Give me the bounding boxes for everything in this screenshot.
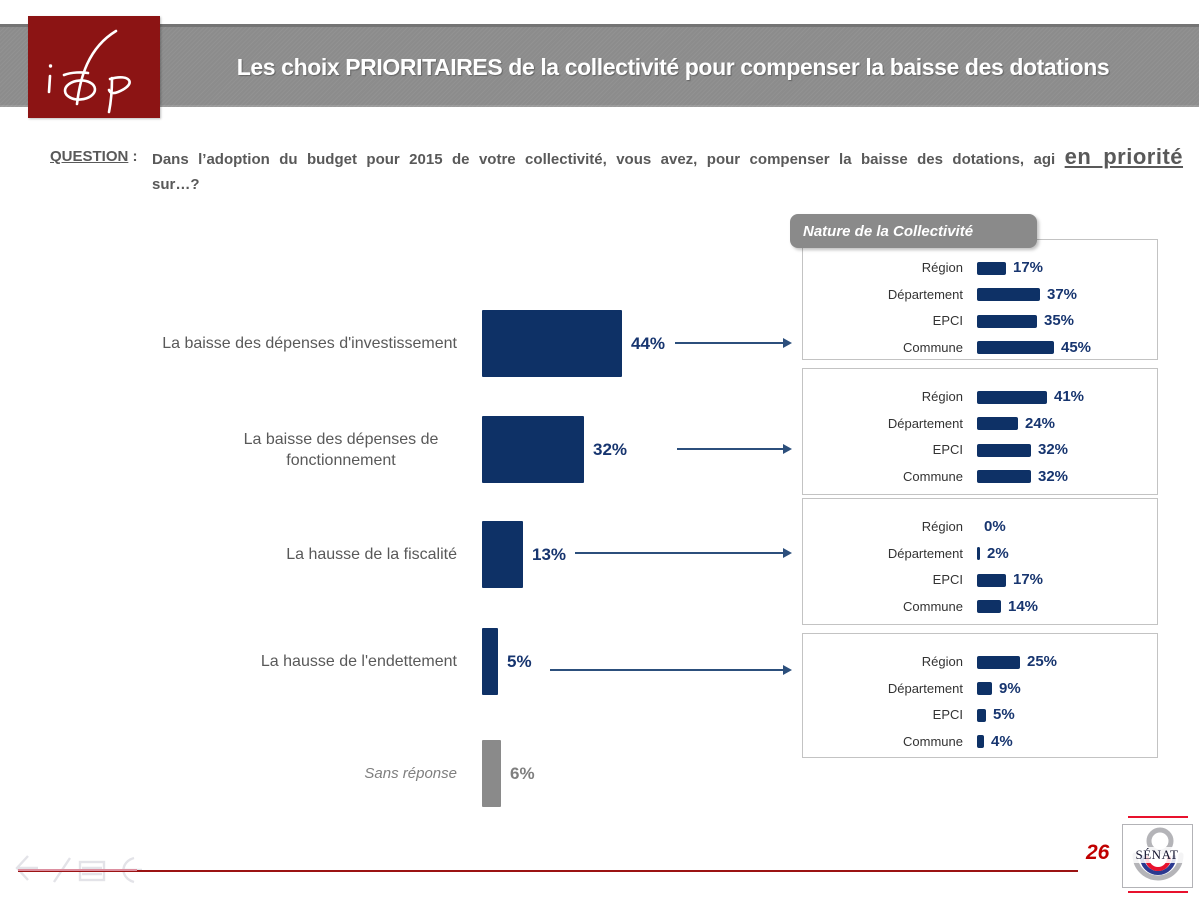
breakdown-panel: Région 17% Département 37% EPCI 35% Commune 45% — [802, 239, 1158, 360]
breakdown-bar — [977, 341, 1054, 354]
question-block: QUESTION : Dans l’adoption du budget pou… — [50, 144, 1183, 196]
main-bar — [482, 628, 498, 695]
breakdown-bar — [977, 314, 1037, 328]
breakdown-row-label: Région — [921, 389, 963, 404]
breakdown-bar-value: 32% — [1038, 441, 1069, 458]
breakdown-row-label: EPCI — [932, 313, 963, 328]
main-bar-value: 6% — [510, 763, 535, 783]
breakdown-bar-value: 17% — [1013, 571, 1044, 588]
main-bar-label: La hausse de la fiscalité — [286, 546, 457, 563]
breakdown-bar-value: 14% — [1008, 597, 1039, 615]
breakdown-row-label: EPCI — [932, 572, 963, 587]
breakdown-bar-value: 4% — [991, 732, 1013, 750]
link-arrow — [575, 552, 783, 554]
breakdown-bar-value: 17% — [1013, 259, 1044, 276]
page-number: 26 — [1086, 841, 1110, 864]
breakdown-bar-value: 5% — [993, 706, 1015, 723]
ifop-logo-icon — [47, 29, 131, 114]
link-arrow-head — [783, 548, 792, 558]
breakdown-panel: Région 0% Département 2% EPCI 17% Commune 14% — [802, 498, 1158, 625]
main-bar-value: 32% — [593, 439, 628, 459]
breakdown-row-label: Département — [887, 680, 963, 696]
footer-rule-accent — [18, 869, 137, 871]
page-title: Les choix PRIORITAIRES de la collectivit… — [236, 53, 1110, 80]
breakdown-row-label: Région — [921, 519, 963, 534]
breakdown-row-label: Commune — [903, 598, 963, 614]
breakdown-bar — [977, 443, 1031, 457]
breakdown-row-label: Département — [887, 545, 963, 561]
breakdown-row-label: Département — [887, 286, 963, 302]
breakdown-bar-value: 45% — [1061, 338, 1092, 356]
main-bar-value: 5% — [507, 651, 532, 671]
senat-logo-text: SÉNAT — [1126, 847, 1188, 863]
main-bar-value: 13% — [532, 544, 567, 564]
breakdown-bar-value: 0% — [984, 518, 1006, 535]
link-arrow-head — [783, 338, 792, 348]
breakdown-bar-value: 37% — [1047, 285, 1078, 303]
breakdown-bar — [977, 655, 1020, 669]
breakdown-bar-value: 25% — [1027, 653, 1058, 670]
breakdown-row-label: EPCI — [932, 707, 963, 722]
breakdown-bar — [977, 261, 1006, 275]
ifop-logo: ifop — [28, 16, 160, 118]
breakdown-bar-value: 2% — [987, 544, 1009, 562]
main-bar-label: Sans réponse — [364, 765, 457, 782]
breakdown-bar-value: 41% — [1054, 388, 1085, 405]
question-label: QUESTION : — [50, 148, 138, 165]
link-arrow-head — [783, 444, 792, 454]
breakdown-row-label: Région — [921, 654, 963, 669]
breakdown-bar-value: 9% — [999, 679, 1021, 697]
footer-rule — [18, 870, 1078, 872]
main-bar-label: La baisse des dépenses d'investissement — [162, 335, 457, 352]
question-text: Dans l’adoption du budget pour 2015 de v… — [152, 144, 1184, 193]
breakdown-row-label: Commune — [903, 468, 963, 484]
breakdown-bar — [977, 417, 1018, 430]
breakdown-bar-value: 24% — [1025, 414, 1056, 432]
link-arrow — [550, 669, 783, 671]
breakdown-bar — [977, 735, 984, 748]
main-bar-label: La hausse de l'endettement — [260, 653, 457, 670]
link-arrow-head — [783, 665, 792, 675]
breakdown-panel-header: Nature de la Collectivité — [790, 214, 1037, 248]
breakdown-bar-value: 32% — [1038, 467, 1069, 485]
question-emphasis: en priorité — [1064, 144, 1184, 169]
breakdown-row-label: Commune — [903, 339, 963, 355]
main-bar-value: 44% — [631, 333, 666, 353]
senat-logo: SÉNAT — [1122, 824, 1193, 888]
breakdown-bar — [977, 547, 980, 560]
breakdown-bar — [977, 600, 1001, 613]
header-banner: Les choix PRIORITAIRES de la collectivit… — [0, 24, 1199, 107]
link-arrow — [677, 448, 783, 450]
breakdown-bar — [977, 573, 1006, 587]
breakdown-panel: Région 41% Département 24% EPCI 32% Commune 32% — [802, 368, 1158, 495]
breakdown-bar — [977, 682, 992, 695]
breakdown-bar — [977, 470, 1031, 483]
main-bar — [482, 310, 622, 377]
breakdown-bar — [977, 708, 986, 722]
senat-emblem-icon — [1132, 827, 1184, 881]
main-bar — [482, 416, 584, 483]
main-bar — [482, 740, 501, 807]
link-arrow — [675, 342, 783, 344]
breakdown-row-label: EPCI — [932, 442, 963, 457]
breakdown-row-label: Département — [887, 415, 963, 431]
breakdown-bar-value: 35% — [1044, 312, 1075, 329]
breakdown-row-label: Région — [921, 260, 963, 275]
main-bar-label: La baisse des dépenses de fonctionnement — [243, 430, 439, 469]
senat-rule-top — [1128, 816, 1188, 818]
main-bar — [482, 521, 523, 588]
breakdown-bar — [977, 390, 1047, 404]
breakdown-bar — [977, 288, 1040, 301]
breakdown-panel: Région 25% Département 9% EPCI 5% Commune 4% — [802, 633, 1158, 758]
breakdown-row-label: Commune — [903, 733, 963, 749]
senat-rule-bottom — [1128, 891, 1188, 893]
